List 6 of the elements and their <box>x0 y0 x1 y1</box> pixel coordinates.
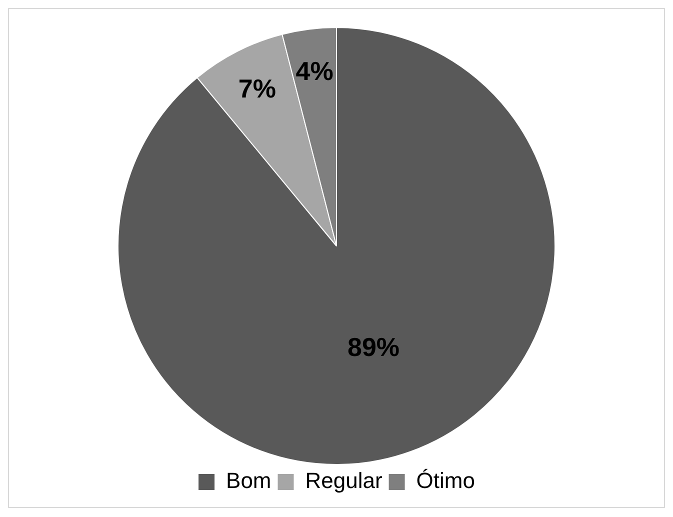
data-label: 89% <box>347 332 400 362</box>
data-label: 4% <box>296 56 334 86</box>
data-label: 7% <box>238 73 276 104</box>
legend-label: Ótimo <box>416 468 475 494</box>
legend-label: Regular <box>305 468 382 494</box>
legend-label: Bom <box>226 468 272 494</box>
